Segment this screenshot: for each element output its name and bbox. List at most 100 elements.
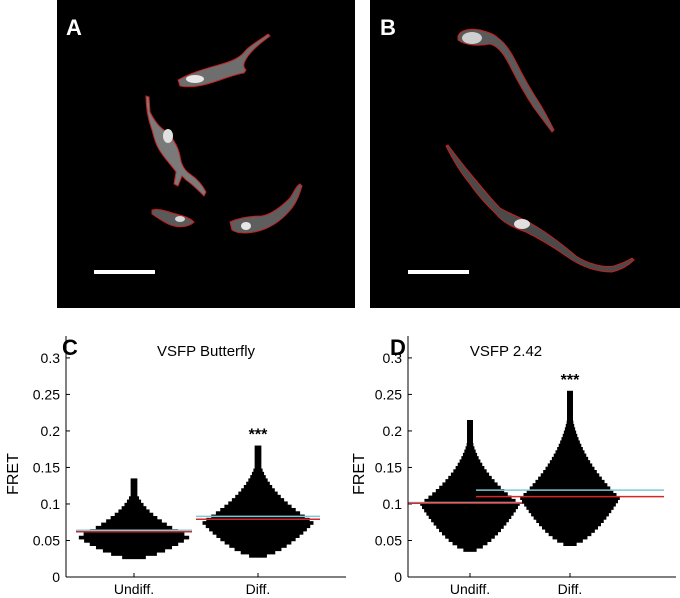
histogram-bin: [564, 427, 576, 431]
histogram-bin: [520, 496, 620, 500]
histogram-bin: [567, 407, 573, 412]
histogram-bin: [435, 488, 505, 493]
histogram-bin: [448, 538, 492, 542]
histogram-bin: [254, 458, 262, 463]
chart-d-ytick-label: 0.25: [375, 386, 402, 402]
histogram-bin: [254, 445, 262, 450]
histogram-bin: [106, 519, 162, 523]
chart-d-ytick-label: 0.2: [383, 423, 403, 439]
chart-c-ytick-label: 0.25: [33, 386, 60, 402]
histogram-bin: [551, 456, 589, 461]
histogram-bin: [209, 527, 307, 532]
histogram-bin: [84, 539, 184, 543]
chart-d-xtick-label: Diff.: [558, 581, 583, 597]
histogram-bin: [254, 461, 262, 466]
histogram-bin: [130, 493, 138, 497]
histogram-bin: [421, 505, 519, 510]
histogram-bin: [448, 475, 492, 480]
histogram-bin: [461, 456, 479, 460]
histogram-bin: [567, 400, 573, 405]
histogram-bin: [433, 521, 507, 526]
micrograph-b-background: [370, 0, 680, 308]
histogram-bin: [549, 460, 591, 464]
histogram-bin: [526, 489, 614, 494]
histogram-bin: [205, 524, 311, 529]
histogram-bin: [557, 447, 583, 451]
histogram-bin: [234, 547, 282, 552]
histogram-bin: [553, 453, 587, 458]
chart-c-x-labels: Undiff. Diff.: [114, 573, 270, 597]
histogram-bin: [567, 390, 573, 392]
histogram-bin: [545, 529, 595, 533]
histogram-bin: [538, 476, 602, 481]
histogram-bin: [565, 424, 575, 428]
histogram-bin: [428, 515, 512, 519]
histogram-bin: [243, 484, 273, 489]
histogram-bin: [453, 469, 487, 473]
histogram-bin: [555, 450, 585, 454]
histogram-bin: [240, 550, 276, 555]
histogram-bin: [531, 512, 609, 517]
histogram-bin: [465, 446, 475, 450]
micrograph-b: B: [370, 0, 680, 308]
histogram-bin: [464, 449, 476, 454]
histogram-bin: [539, 522, 601, 527]
chart-c-ytick-label: 0: [52, 569, 60, 585]
histogram-bin: [545, 466, 595, 471]
chart-c-y-ticks: 0 0.05 0.1 0.15 0.2 0.25 0.3: [33, 350, 70, 585]
histogram-bin: [121, 506, 147, 510]
chart-d-ytick-label: 0.05: [375, 532, 402, 548]
histogram-bin: [424, 498, 516, 503]
histogram-bin: [563, 542, 577, 546]
histogram-bin: [253, 468, 263, 473]
histogram-bin: [548, 532, 592, 537]
chart-d-ytick-label: 0.15: [375, 459, 402, 475]
histogram-bin: [457, 462, 483, 467]
histogram-bin: [229, 544, 287, 548]
histogram-bin: [466, 442, 474, 447]
chart-d-xtick-label: Undiff.: [450, 581, 490, 597]
panel-d-label: D: [390, 335, 406, 360]
histogram-bin: [467, 419, 473, 424]
histogram-bin: [212, 530, 304, 535]
histogram-bin: [543, 470, 597, 474]
micrograph-a: A: [57, 0, 355, 308]
chart-c-ytick-label: 0.3: [41, 350, 61, 366]
histogram-bin: [552, 535, 588, 540]
chart-c-xtick-label: Undiff.: [114, 581, 154, 597]
histogram-bin: [567, 397, 573, 402]
chart-c: C VSFP Butterfly FRET 0 0.05 0.1 0.15 0.2 0.2…: [5, 335, 346, 597]
significance-marker: ***: [249, 427, 268, 444]
histogram-bin: [126, 499, 142, 504]
histogram-bin: [431, 518, 509, 523]
histogram-bin: [224, 504, 292, 509]
histogram-bin: [523, 493, 617, 497]
histogram-bin: [428, 495, 512, 500]
histogram-bin: [130, 489, 138, 494]
histogram-bin: [122, 555, 146, 560]
histogram-bin: [566, 420, 574, 425]
histogram-bin: [89, 542, 179, 546]
scale-bar-b: [408, 270, 469, 274]
histogram-bin: [124, 502, 144, 507]
histogram-bin: [248, 478, 268, 483]
histogram-bin: [455, 465, 485, 470]
histogram-bin: [130, 478, 138, 481]
distribution-diff: ***: [476, 372, 664, 546]
scale-bar-a: [94, 270, 155, 274]
histogram-bin: [254, 452, 262, 456]
histogram-bin: [521, 499, 619, 504]
histogram-bin: [467, 433, 473, 437]
chart-d-y-ticks: 0 0.05 0.1 0.15 0.2 0.25 0.3: [375, 350, 412, 585]
histogram-bin: [567, 404, 573, 408]
histogram-bin: [102, 548, 166, 553]
histogram-bin: [462, 452, 478, 457]
histogram-bin: [452, 541, 488, 546]
histogram-bin: [442, 482, 498, 487]
histogram-bin: [533, 516, 607, 520]
histogram-bin: [216, 534, 300, 538]
chart-d-ytick-label: 0.3: [383, 350, 403, 366]
histogram-bin: [439, 485, 501, 490]
histogram-bin: [241, 488, 275, 492]
histogram-bin: [235, 494, 281, 499]
